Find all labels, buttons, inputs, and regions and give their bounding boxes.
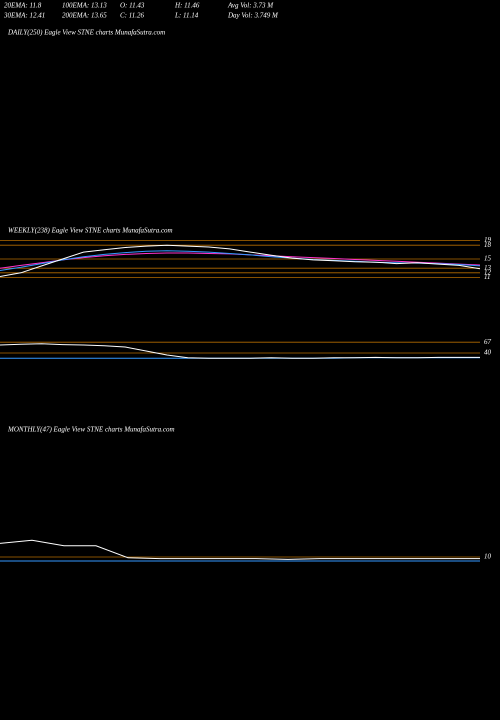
panel-title: WEEKLY(238) Eagle View STNE charts Munaf…: [8, 227, 173, 235]
stat-label: Day Vol: 3.749 M: [227, 12, 279, 20]
y-tick-label: 10: [484, 553, 492, 561]
series-line: [0, 539, 480, 560]
y-tick-label: 19: [484, 236, 492, 244]
panel-title: MONTHLY(47) Eagle View STNE charts Munaf…: [7, 426, 175, 434]
y-tick-label: 12: [484, 268, 492, 276]
y-tick-label: 13: [484, 264, 492, 272]
y-tick-label: 40: [484, 349, 492, 357]
stat-label: 100EMA: 13.13: [62, 2, 107, 10]
y-tick-label: 11: [484, 273, 490, 281]
series-line: [0, 250, 481, 271]
series-line: [0, 244, 481, 277]
stat-label: 200EMA: 13.65: [62, 12, 107, 20]
panel-title: DAILY(250) Eagle View STNE charts Munafa…: [7, 29, 165, 37]
stat-label: Avg Vol: 3.73 M: [227, 2, 274, 10]
stat-label: H: 11.46: [174, 2, 200, 10]
y-tick-label: 67: [484, 338, 492, 346]
y-tick-label: 18: [484, 241, 492, 249]
series-line: [0, 252, 481, 269]
stat-label: O: 11.43: [120, 2, 145, 10]
stat-label: 20EMA: 11.8: [4, 2, 42, 10]
stat-label: 30EMA: 12.41: [3, 12, 45, 20]
y-tick-label: 15: [484, 255, 492, 263]
stat-label: L: 11.14: [174, 12, 199, 20]
series-line: [0, 343, 480, 359]
stat-label: C: 11.26: [120, 12, 144, 20]
